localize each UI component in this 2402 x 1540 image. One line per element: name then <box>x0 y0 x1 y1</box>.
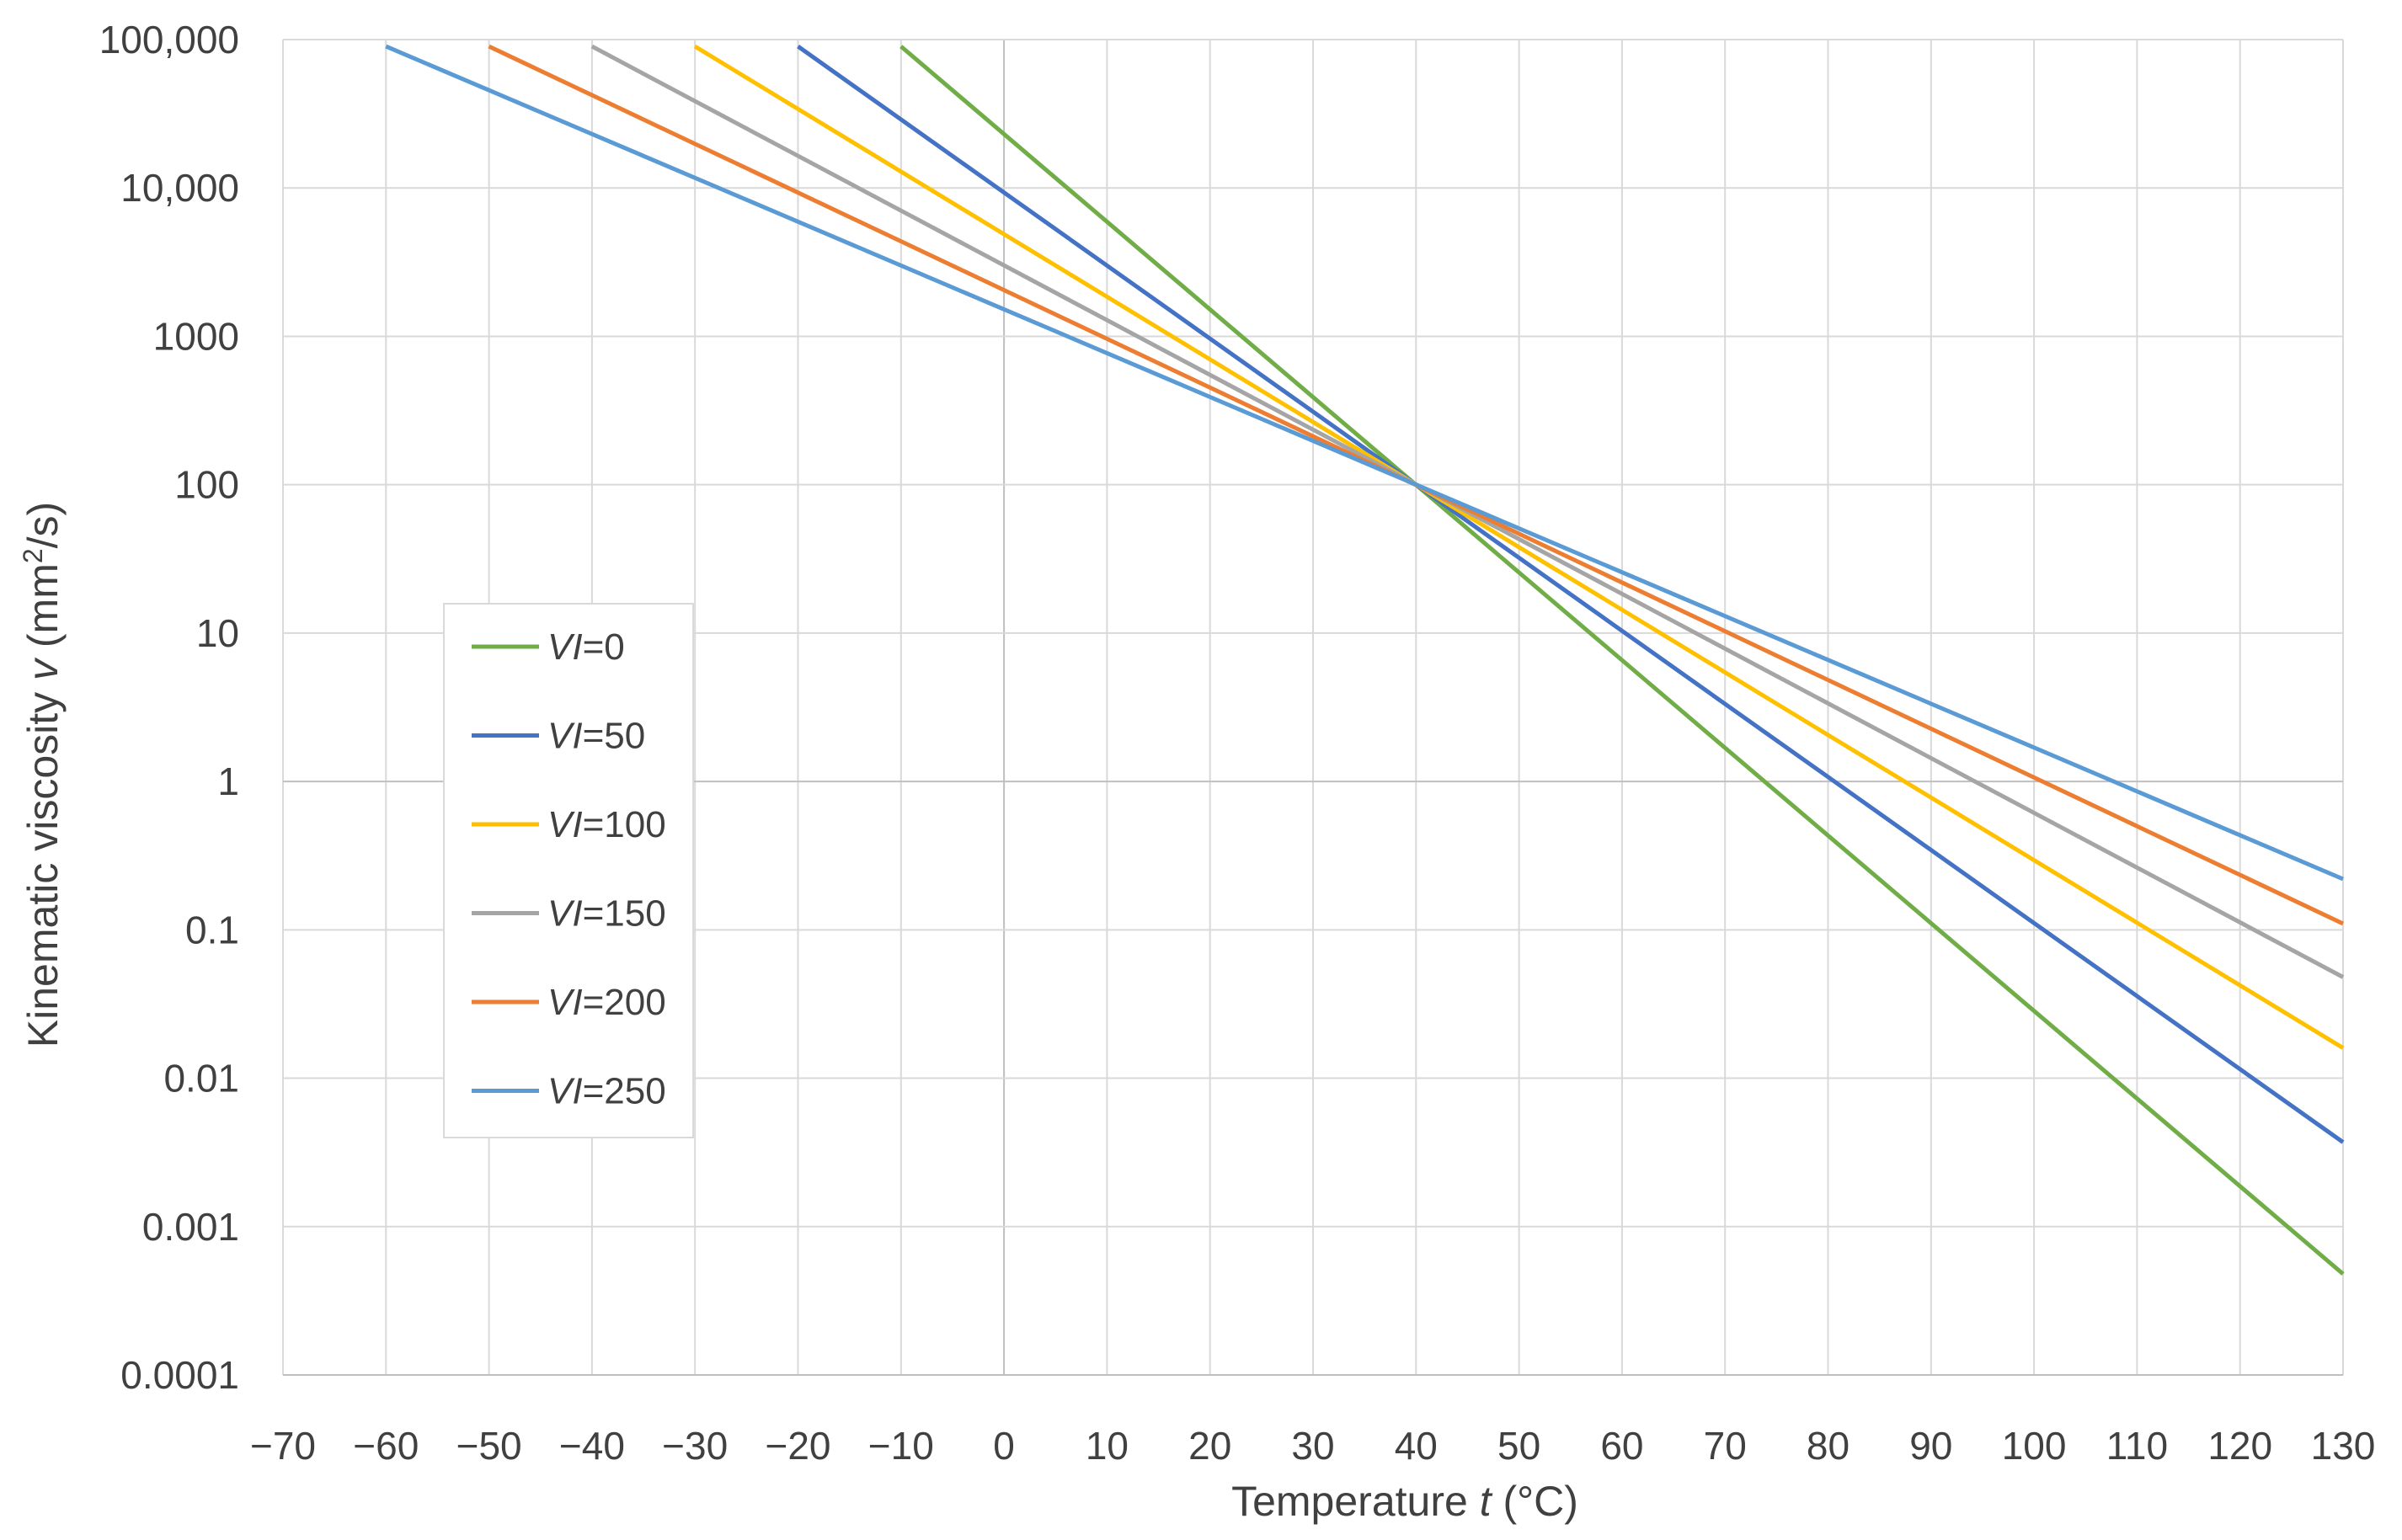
x-tick-label: −50 <box>456 1424 522 1468</box>
x-tick-label: 40 <box>1395 1424 1438 1468</box>
legend-label: VI=200 <box>547 982 666 1023</box>
legend-box <box>443 603 694 1138</box>
x-tick-label: −30 <box>662 1424 728 1468</box>
y-tick-label: 0.1 <box>185 908 239 951</box>
y-tick-labels: 0.0001 0.001 0.01 0.1 1 10 100 1000 10,000 100,00… <box>99 18 239 1397</box>
x-tick-label: −40 <box>559 1424 625 1468</box>
legend-item: VI=250 <box>472 1071 666 1112</box>
legend-label: VI=100 <box>547 804 666 845</box>
x-tick-label: −20 <box>765 1424 830 1468</box>
y-tick-label: 1 <box>217 759 239 803</box>
y-tick-label: 100 <box>174 463 239 507</box>
x-tick-label: −60 <box>353 1424 419 1468</box>
y-tick-label: 0.0001 <box>120 1353 239 1397</box>
legend-label: VI=0 <box>547 626 625 668</box>
series-line-vi-100 <box>693 44 2345 1050</box>
grid <box>282 39 2344 1376</box>
y-tick-label: 10 <box>196 611 239 655</box>
x-tick-label: 20 <box>1188 1424 1231 1468</box>
x-axis-title: Temperature t (°C) <box>1231 1478 1578 1525</box>
legend-item: VI=0 <box>472 626 625 668</box>
series-lines <box>385 44 2345 1276</box>
y-tick-label: 0.001 <box>142 1205 239 1249</box>
x-tick-label: 110 <box>2106 1424 2168 1468</box>
x-tick-label: 130 <box>2311 1424 2376 1468</box>
x-tick-label: 100 <box>2002 1424 2067 1468</box>
legend-label: VI=50 <box>547 716 645 757</box>
x-tick-labels: −70 −60 −50 −40 −30 −20 −10 0 10 20 30 40 50 60 70 80 90… <box>250 1424 2375 1468</box>
legend-item: VI=100 <box>472 804 666 845</box>
legend-item: VI=50 <box>472 716 645 757</box>
x-tick-label: −10 <box>868 1424 934 1468</box>
x-tick-label: −70 <box>250 1424 316 1468</box>
x-tick-label: 60 <box>1600 1424 1643 1468</box>
x-tick-label: 10 <box>1086 1424 1129 1468</box>
y-tick-label: 0.01 <box>163 1057 239 1100</box>
x-tick-label: 0 <box>993 1424 1015 1468</box>
legend-item: VI=150 <box>472 893 666 935</box>
x-tick-label: 50 <box>1497 1424 1540 1468</box>
legend-label: VI=150 <box>547 893 666 935</box>
legend: VI=0 VI=50 VI=100 VI=150 VI=200 VI=250 <box>443 603 694 1138</box>
legend-label: VI=250 <box>547 1071 666 1112</box>
x-tick-label: 70 <box>1704 1424 1747 1468</box>
series-line-vi-250 <box>385 44 2344 882</box>
x-tick-label: 80 <box>1807 1424 1850 1468</box>
legend-item: VI=200 <box>472 982 666 1023</box>
series-line-vi-150 <box>590 44 2345 979</box>
x-tick-label: 90 <box>1909 1424 1952 1468</box>
x-tick-label: 120 <box>2207 1424 2272 1468</box>
y-tick-label: 100,000 <box>99 18 239 61</box>
series-line-vi-0 <box>899 45 2345 1276</box>
y-tick-label: 10,000 <box>120 166 239 210</box>
y-axis-title: Kinematic viscosity v (mm2/s) <box>18 502 67 1047</box>
y-tick-label: 1000 <box>153 314 239 358</box>
series-line-vi-50 <box>797 45 2345 1144</box>
x-tick-label: 30 <box>1291 1424 1334 1468</box>
